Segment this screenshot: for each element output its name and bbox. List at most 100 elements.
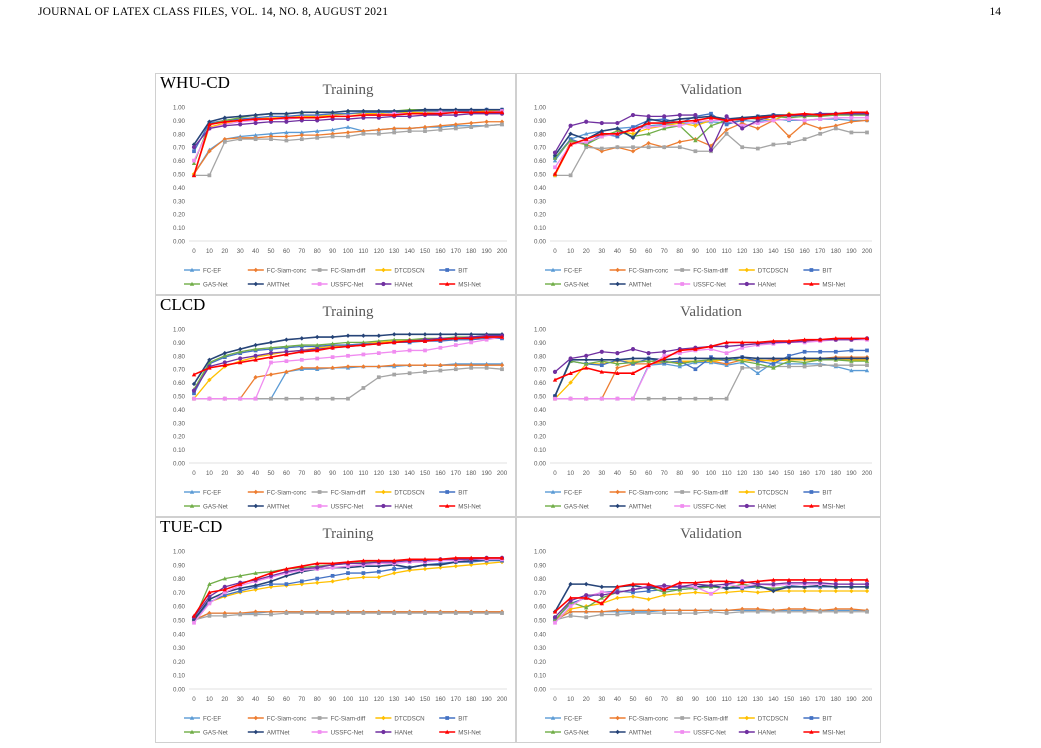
y-tick-label: 0.30 bbox=[534, 198, 547, 205]
legend-marker bbox=[680, 268, 685, 272]
data-point bbox=[615, 365, 620, 371]
data-point bbox=[284, 134, 289, 139]
data-point bbox=[615, 128, 620, 133]
x-tick-label: 60 bbox=[283, 248, 290, 255]
legend-label: USSFC-Net bbox=[331, 503, 364, 510]
data-point bbox=[469, 125, 474, 129]
data-point bbox=[192, 158, 196, 163]
data-point bbox=[740, 340, 745, 345]
x-tick-label: 170 bbox=[451, 470, 462, 477]
y-tick-label: 0.70 bbox=[173, 145, 186, 152]
data-point bbox=[630, 371, 636, 375]
legend-label: DTCDSCN bbox=[758, 715, 788, 722]
data-point bbox=[191, 145, 197, 150]
data-point bbox=[630, 112, 636, 118]
dataset-label-clcd: CLCD bbox=[160, 295, 206, 314]
legend-marker bbox=[550, 729, 556, 734]
x-tick-label: 60 bbox=[283, 470, 290, 477]
legend-label: AMTNet bbox=[629, 503, 652, 510]
data-point bbox=[376, 333, 381, 338]
data-point bbox=[376, 108, 381, 114]
y-tick-label: 0.20 bbox=[534, 659, 547, 666]
data-point bbox=[376, 131, 381, 136]
data-point bbox=[865, 115, 869, 120]
legend-item-fc-siam-conc: FC-Siam-conc bbox=[609, 715, 668, 722]
data-point bbox=[802, 356, 807, 361]
data-point bbox=[833, 588, 838, 594]
legend-label: USSFC-Net bbox=[693, 729, 726, 736]
legend-label: BIT bbox=[822, 267, 832, 274]
legend-label: USSFC-Net bbox=[331, 281, 364, 288]
data-point bbox=[865, 130, 869, 135]
data-point bbox=[207, 360, 212, 365]
data-point bbox=[802, 118, 807, 123]
data-point bbox=[677, 119, 682, 124]
data-point bbox=[299, 342, 304, 347]
data-point bbox=[376, 127, 381, 132]
legend-item-hanet: HANet bbox=[375, 503, 413, 510]
chart-title: Validation bbox=[680, 82, 742, 98]
legend-label: FC-Siam-diff bbox=[693, 715, 728, 722]
data-point bbox=[864, 356, 870, 361]
data-point bbox=[599, 146, 604, 151]
legend-marker bbox=[253, 715, 258, 721]
data-point bbox=[584, 396, 589, 401]
data-point bbox=[615, 612, 620, 617]
data-point bbox=[191, 617, 197, 623]
data-point bbox=[499, 110, 505, 115]
data-point bbox=[662, 126, 667, 131]
series-msi-net bbox=[552, 110, 870, 176]
data-point bbox=[693, 112, 698, 118]
data-point bbox=[584, 145, 589, 150]
legend-label: MSI-Net bbox=[458, 503, 481, 510]
data-point bbox=[192, 391, 196, 396]
legend-marker bbox=[317, 268, 322, 272]
x-tick-label: 150 bbox=[420, 470, 431, 477]
data-point bbox=[646, 597, 651, 602]
data-point bbox=[864, 577, 870, 582]
data-point bbox=[662, 145, 667, 150]
data-point bbox=[786, 112, 792, 117]
data-point bbox=[253, 353, 258, 358]
x-tick-label: 110 bbox=[722, 696, 732, 703]
x-tick-label: 200 bbox=[497, 696, 508, 703]
data-point bbox=[438, 611, 443, 615]
x-tick-label: 140 bbox=[768, 248, 779, 255]
data-point bbox=[615, 396, 620, 401]
series-line bbox=[555, 361, 867, 400]
y-tick-label: 1.00 bbox=[534, 549, 547, 556]
data-point bbox=[818, 117, 823, 121]
data-point bbox=[299, 137, 304, 142]
data-point bbox=[469, 555, 474, 560]
x-tick-label: 120 bbox=[737, 470, 748, 477]
data-point bbox=[207, 365, 212, 370]
x-tick-label: 70 bbox=[298, 248, 305, 255]
y-tick-label: 1.00 bbox=[173, 549, 186, 556]
data-point bbox=[330, 561, 335, 566]
data-point bbox=[833, 349, 838, 354]
data-point bbox=[584, 595, 589, 600]
data-point bbox=[191, 613, 197, 618]
chart-title: Training bbox=[322, 526, 374, 542]
data-point bbox=[771, 577, 776, 582]
data-point bbox=[361, 575, 366, 580]
data-point bbox=[238, 612, 243, 617]
data-point bbox=[708, 147, 714, 152]
data-point bbox=[662, 117, 667, 121]
data-point bbox=[724, 351, 729, 355]
legend-marker bbox=[680, 504, 685, 508]
x-tick-label: 150 bbox=[784, 696, 795, 703]
x-tick-label: 120 bbox=[374, 696, 385, 703]
data-point bbox=[615, 595, 620, 601]
data-point bbox=[552, 393, 558, 399]
data-point bbox=[499, 119, 505, 124]
data-point bbox=[361, 386, 366, 390]
x-tick-label: 0 bbox=[553, 248, 557, 255]
y-tick-label: 0.20 bbox=[534, 434, 547, 441]
data-point bbox=[724, 396, 729, 401]
legend-label: AMTNet bbox=[629, 729, 652, 736]
y-tick-label: 0.90 bbox=[173, 562, 186, 569]
legend-label: FC-Siam-diff bbox=[331, 489, 366, 496]
data-point bbox=[724, 359, 729, 364]
legend-marker bbox=[680, 490, 685, 494]
